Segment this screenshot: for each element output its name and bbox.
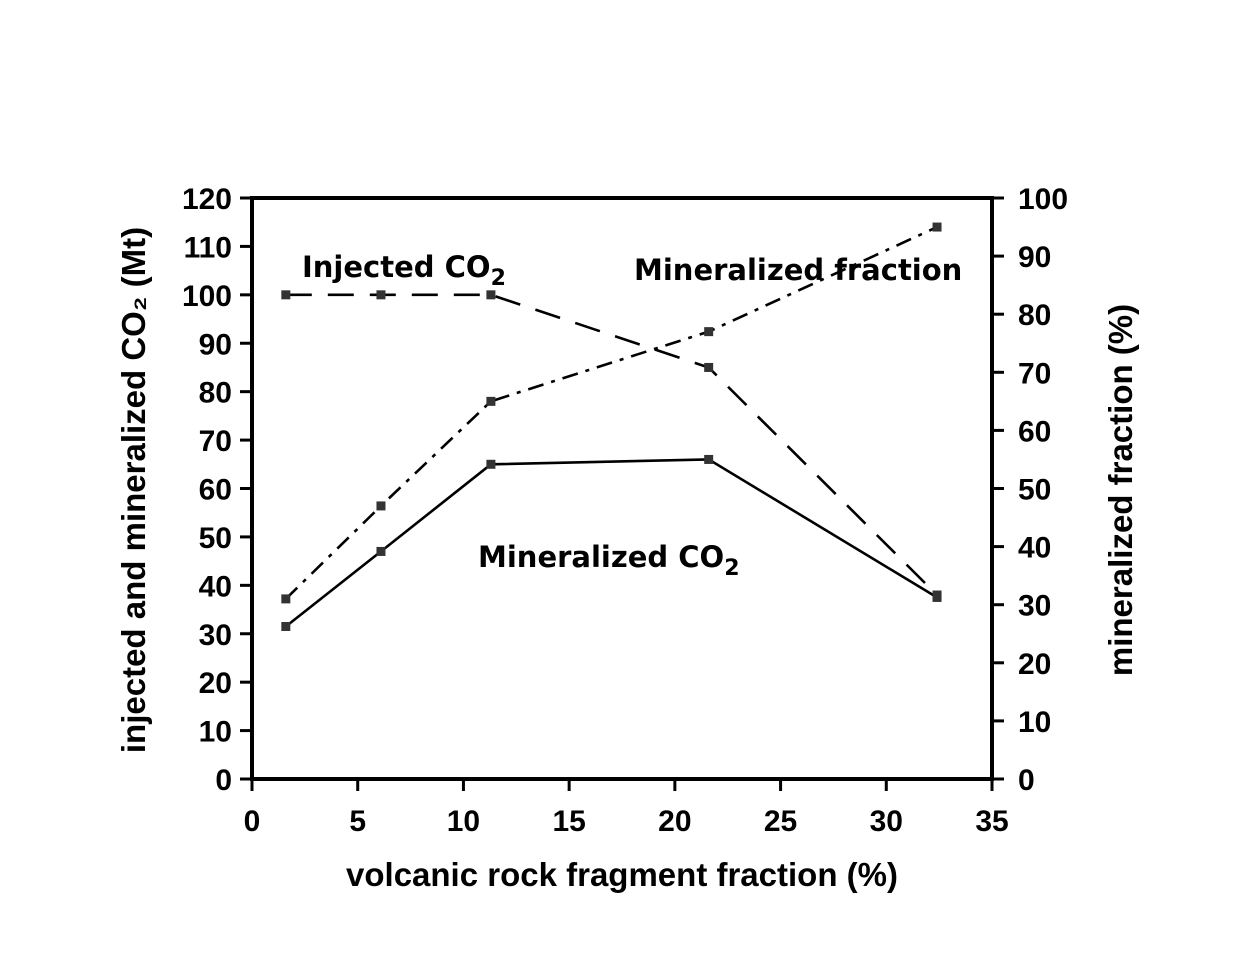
x-axis-title: volcanic rock fragment fraction (%) (346, 856, 898, 893)
y-tick-label-10: 100 (182, 280, 232, 313)
y-tick-label-11: 110 (184, 231, 232, 264)
series-1-point-4 (932, 592, 942, 602)
series-1-point-2 (486, 459, 496, 469)
y-tick-label-4: 40 (199, 570, 232, 603)
y-tick-label-8: 80 (199, 377, 232, 410)
annotation-injected-co2: Injected CO2 (302, 250, 506, 291)
y-tick-label-12: 120 (182, 183, 232, 216)
series-2-point-0 (281, 594, 291, 604)
y-tick-label-3: 30 (199, 619, 232, 652)
y-tick-label-6: 60 (199, 474, 232, 507)
y2-tick-label-10: 100 (1018, 183, 1068, 216)
annotation-mineralized-co2: Mineralized CO2 (478, 540, 740, 581)
y2-tick-label-7: 70 (1018, 357, 1051, 390)
series-1-point-3 (704, 454, 714, 464)
x-tick-label-1: 5 (349, 805, 366, 838)
x-tick-label-2: 10 (447, 805, 480, 838)
series-0-point-3 (704, 362, 714, 372)
y2-tick-label-3: 30 (1018, 590, 1051, 623)
axis-ticks: 0 5 10 15 20 25 30 3501020304050607080901001101… (182, 183, 1068, 838)
series-2-point-2 (486, 396, 496, 406)
y-tick-label-2: 20 (199, 667, 232, 700)
series-1-point-1 (376, 546, 386, 556)
series-2-point-4 (932, 222, 942, 232)
x-tick-label-3: 15 (552, 805, 585, 838)
series-2-point-3 (704, 327, 714, 337)
y2-tick-label-2: 20 (1018, 648, 1051, 681)
y2-tick-label-0: 0 (1018, 764, 1035, 797)
y2-axis-title: mineralized fraction (%) (1102, 304, 1139, 676)
x-tick-label-4: 20 (658, 805, 691, 838)
y-axis-title: injected and mineralized CO₂ (Mt) (115, 227, 152, 753)
y2-tick-label-5: 50 (1018, 474, 1051, 507)
x-tick-label-6: 30 (870, 805, 903, 838)
y2-tick-label-8: 80 (1018, 299, 1051, 332)
annotation-mineralized-fraction: Mineralized fraction (634, 253, 962, 287)
series-line-0 (285, 293, 938, 596)
y-tick-label-1: 10 (199, 716, 232, 749)
x-tick-label-5: 25 (764, 805, 797, 838)
data-markers (281, 222, 942, 631)
y2-tick-label-1: 10 (1018, 706, 1051, 739)
y-tick-label-9: 90 (199, 328, 232, 361)
y-tick-label-7: 70 (199, 425, 232, 458)
y2-tick-label-6: 60 (1018, 415, 1051, 448)
series-0-point-2 (486, 290, 496, 300)
series-1-point-0 (281, 621, 291, 631)
series-0-point-0 (281, 290, 291, 300)
x-tick-label-0: 0 (244, 805, 261, 838)
series-2-point-1 (376, 501, 386, 511)
y2-tick-label-4: 40 (1018, 532, 1051, 565)
y-tick-label-0: 0 (215, 764, 232, 797)
y2-tick-label-9: 90 (1018, 241, 1051, 274)
x-tick-label-7: 35 (975, 805, 1008, 838)
series-0-point-1 (376, 290, 386, 300)
y-tick-label-5: 50 (199, 522, 232, 555)
